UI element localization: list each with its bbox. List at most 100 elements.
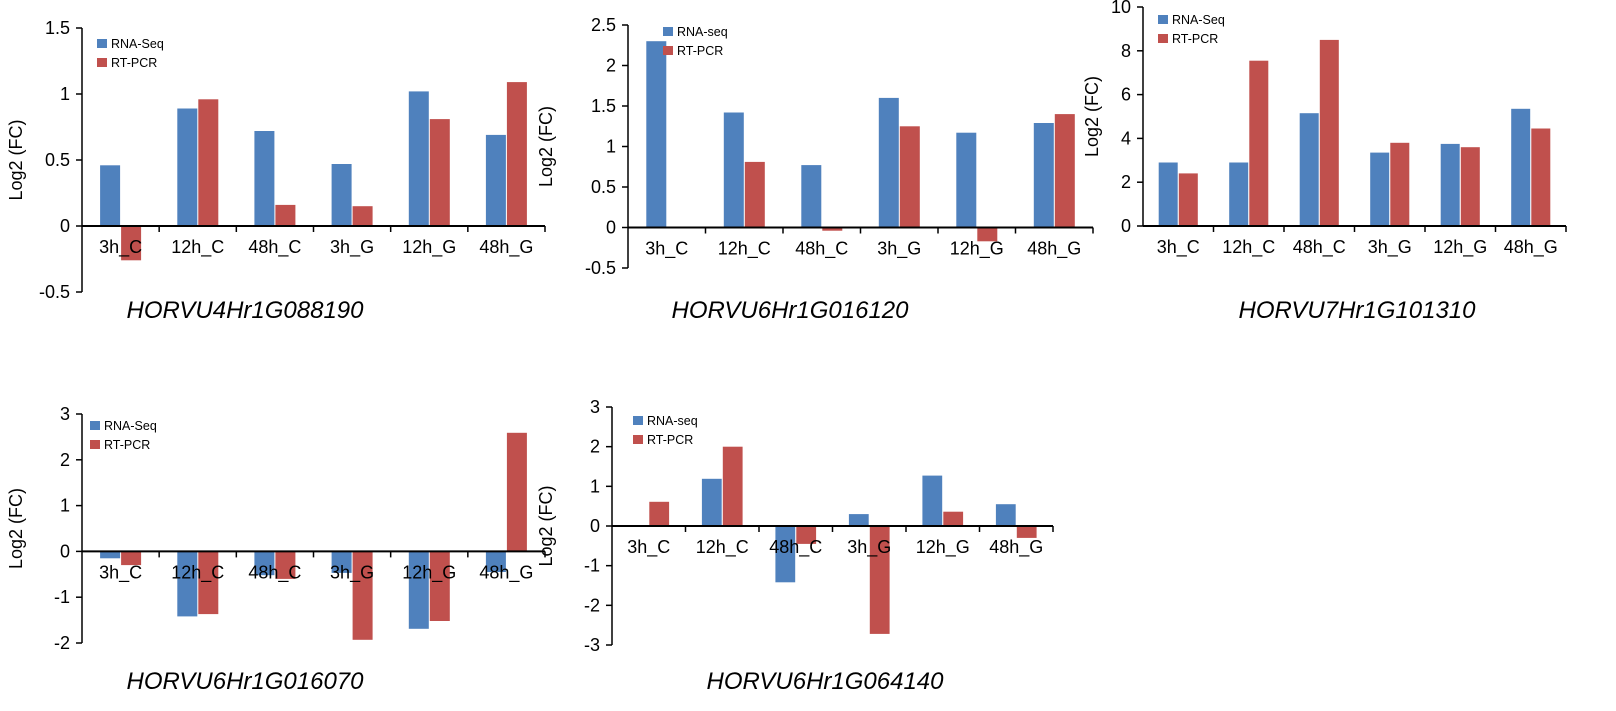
bar-rna-seq-12h_G [956, 132, 977, 228]
category-label: 48h_G [479, 237, 533, 258]
y-tick-label: 2.5 [591, 15, 616, 35]
chart-title: HORVU6Hr1G064140 [706, 668, 944, 695]
chart-panel-HORVU6Hr1G064140: -3 -2 -1 0 1 2 3 3h_C 12h_C 48h_C 3h_G 12h_G 48h_G Lo… [536, 397, 1054, 695]
bar-rna-seq-3h_G [331, 164, 352, 226]
legend-swatch-rna-seq [97, 39, 107, 48]
bar-rt-pcr-3h_G [869, 526, 890, 634]
legend-label: RNA-seq [647, 414, 698, 428]
y-tick-label: 2 [60, 450, 70, 470]
bar-rna-seq-48h_C [254, 131, 275, 226]
bar-rna-seq-12h_G [1440, 143, 1460, 226]
category-label: 3h_G [1368, 237, 1412, 258]
chart-title: HORVU7Hr1G101310 [1238, 297, 1476, 324]
bar-rna-seq-48h_C [801, 165, 822, 228]
bar-rt-pcr-12h_C [198, 99, 219, 226]
legend-label: RT-PCR [111, 56, 157, 70]
bar-rt-pcr-12h_G [943, 511, 964, 526]
legend-swatch-rna-seq [633, 416, 643, 425]
bar-rt-pcr-12h_G [429, 551, 450, 621]
bar-rna-seq-48h_C [775, 526, 796, 583]
category-label: 3h_C [1157, 237, 1200, 258]
bar-rna-seq-48h_C [254, 551, 275, 576]
bar-rt-pcr-12h_C [744, 161, 765, 228]
chart-title: HORVU6Hr1G016120 [671, 297, 909, 324]
bar-rt-pcr-48h_C [275, 551, 296, 579]
category-label: 48h_C [248, 562, 301, 583]
bar-rna-seq-3h_G [331, 551, 352, 573]
bar-rna-seq-48h_G [995, 504, 1016, 526]
y-tick-label: 1 [60, 84, 70, 104]
category-label: 12h_G [1433, 237, 1487, 258]
legend-label: RNA-seq [677, 25, 728, 39]
chart-panel-HORVU4Hr1G088190: -0.5 0 0.5 1 1.5 3h_C 12h_C 48h_C 3h_G 12h_G 48h_G… [6, 18, 546, 324]
bar-rt-pcr-48h_G [1531, 128, 1551, 226]
category-label: 12h_C [696, 537, 749, 558]
chart-panel-HORVU7Hr1G101310: 0 2 4 6 8 10 3h_C 12h_C 48h_C 3h_G 12h_G 48h_G Log2 … [1082, 0, 1567, 324]
y-tick-label: 4 [1121, 128, 1131, 148]
bar-rt-pcr-48h_G [506, 432, 527, 552]
legend-swatch-rna-seq [1158, 15, 1168, 24]
category-label: 12h_G [916, 537, 970, 558]
category-label: 3h_G [330, 562, 374, 583]
legend-label: RT-PCR [104, 438, 150, 452]
category-label: 48h_G [1504, 237, 1558, 258]
y-axis-title: Log2 (FC) [1082, 76, 1102, 157]
y-tick-label: 1 [606, 137, 616, 157]
bar-rt-pcr-12h_C [198, 551, 219, 615]
bar-rt-pcr-3h_C [121, 551, 142, 566]
category-label: 48h_G [479, 562, 533, 583]
bar-rna-seq-3h_G [878, 97, 899, 228]
legend-swatch-rt-pcr [663, 46, 673, 55]
y-tick-label: 1 [60, 496, 70, 516]
bar-rna-seq-3h_C [100, 165, 121, 226]
bar-rna-seq-48h_G [485, 551, 506, 572]
y-tick-label: -2 [584, 595, 600, 615]
bar-rt-pcr-48h_G [1054, 114, 1075, 228]
y-tick-label: 1 [590, 476, 600, 496]
category-label: 48h_C [769, 537, 822, 558]
category-label: 3h_G [330, 237, 374, 258]
y-tick-label: 0 [1121, 216, 1131, 236]
y-tick-label: 3 [60, 404, 70, 424]
bar-rna-seq-3h_G [848, 514, 869, 526]
bar-rt-pcr-48h_C [822, 227, 843, 231]
y-tick-label: 10 [1111, 0, 1131, 17]
category-label: 3h_C [627, 537, 670, 558]
bar-rt-pcr-48h_C [796, 526, 817, 544]
y-axis-title: Log2 (FC) [536, 485, 556, 566]
y-tick-label: 0 [606, 218, 616, 238]
y-tick-label: 0.5 [591, 177, 616, 197]
bar-rna-seq-48h_G [485, 134, 506, 226]
category-label: 3h_G [847, 537, 891, 558]
bar-rna-seq-48h_G [1511, 108, 1531, 226]
y-tick-label: -0.5 [39, 282, 70, 302]
bar-rna-seq-12h_C [177, 108, 198, 226]
bar-rna-seq-12h_G [408, 91, 429, 227]
legend-label: RNA-Seq [111, 37, 164, 51]
y-tick-label: -2 [54, 633, 70, 653]
category-label: 48h_C [1293, 237, 1346, 258]
bar-rt-pcr-12h_G [977, 227, 998, 242]
bar-rna-seq-48h_C [1299, 113, 1319, 226]
bar-rt-pcr-12h_C [722, 446, 743, 526]
category-label: 3h_C [99, 237, 142, 258]
category-label: 12h_C [1222, 237, 1275, 258]
category-label: 48h_C [248, 237, 301, 258]
y-tick-label: 0 [60, 541, 70, 561]
bar-rna-seq-48h_G [1033, 123, 1054, 228]
y-tick-label: 0 [60, 216, 70, 236]
bar-rna-seq-12h_C [701, 478, 722, 526]
bar-rna-seq-12h_C [723, 112, 744, 228]
legend-swatch-rna-seq [663, 27, 673, 36]
bar-rt-pcr-12h_G [429, 119, 450, 226]
legend-swatch-rt-pcr [633, 435, 643, 444]
y-tick-label: -1 [54, 587, 70, 607]
chart-title: HORVU6Hr1G016070 [126, 668, 364, 695]
bar-rt-pcr-48h_C [1319, 39, 1339, 227]
category-label: 48h_C [795, 239, 848, 260]
category-label: 12h_G [950, 239, 1004, 260]
bar-rt-pcr-48h_G [1016, 526, 1037, 538]
category-label: 3h_C [99, 562, 142, 583]
y-tick-label: 2 [590, 437, 600, 457]
